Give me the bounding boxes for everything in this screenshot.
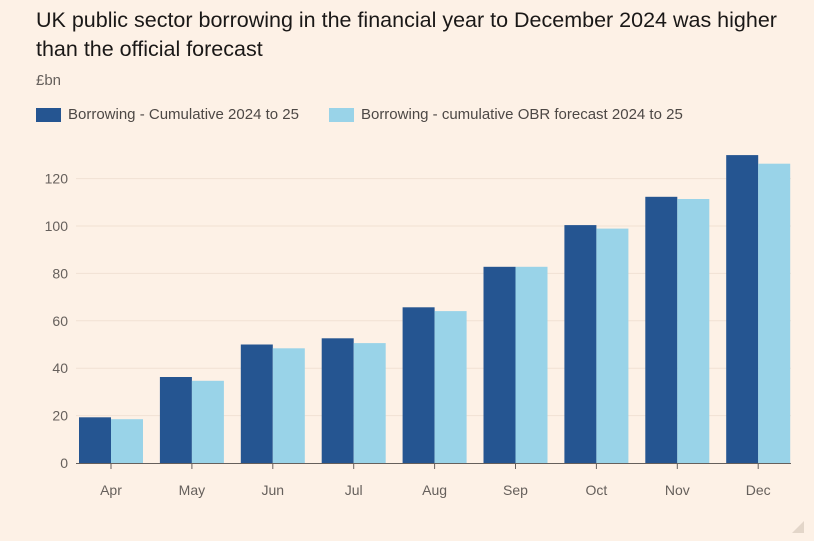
y-axis-unit-label: £bn	[36, 72, 62, 89]
resize-grip-icon	[792, 521, 804, 533]
bar-forecast-jul	[353, 343, 386, 463]
bar-actual-may	[159, 377, 192, 463]
legend-item-actual: Borrowing - Cumulative 2024 to 25	[36, 106, 299, 123]
x-tick-label-nov: Nov	[665, 482, 690, 498]
y-tick-label: 20	[52, 408, 68, 424]
y-tick-label: 40	[52, 360, 68, 376]
bar-actual-oct	[564, 225, 597, 463]
bar-actual-dec	[726, 155, 759, 463]
y-tick-label: 0	[60, 455, 68, 471]
bar-forecast-may	[191, 380, 224, 463]
bar-forecast-dec	[758, 163, 791, 463]
bar-forecast-jun	[272, 348, 305, 463]
bar-forecast-apr	[111, 419, 143, 463]
x-tick-label-aug: Aug	[422, 482, 447, 498]
bar-forecast-nov	[677, 199, 710, 463]
legend-swatch-forecast	[328, 107, 354, 122]
bar-forecast-sep	[515, 266, 548, 463]
bar-actual-jul	[321, 338, 354, 463]
bars	[79, 155, 791, 464]
legend-label-actual: Borrowing - Cumulative 2024 to 25	[68, 106, 299, 123]
y-tick-label: 80	[52, 265, 68, 281]
x-tick-label-sep: Sep	[503, 482, 528, 498]
x-tick-label-dec: Dec	[746, 482, 771, 498]
bar-forecast-oct	[596, 228, 629, 463]
bar-actual-apr	[79, 417, 111, 463]
bar-actual-sep	[483, 266, 516, 463]
bar-actual-nov	[645, 196, 678, 464]
y-tick-label: 120	[45, 171, 69, 187]
x-axis: Apr May Jun Jul Aug Sep Oct Nov Dec	[76, 463, 791, 498]
y-tick-label: 60	[52, 313, 68, 329]
legend-item-forecast: Borrowing - cumulative OBR forecast 2024…	[328, 106, 683, 123]
legend-swatch-actual	[36, 107, 61, 122]
x-tick-label-may: May	[179, 482, 205, 498]
x-tick-label-oct: Oct	[586, 482, 608, 498]
legend-label-forecast: Borrowing - cumulative OBR forecast 2024…	[360, 106, 683, 123]
x-tick-label-jul: Jul	[345, 482, 363, 498]
bar-actual-jun	[240, 344, 273, 463]
legend: Borrowing - Cumulative 2024 to 25 Borrow…	[36, 106, 713, 123]
chart-title: UK public sector borrowing in the financ…	[36, 8, 777, 61]
y-axis-ticks: 0 20 40 60 80 100 120	[45, 171, 69, 471]
bar-forecast-aug	[434, 311, 467, 463]
bar-actual-aug	[402, 307, 435, 463]
x-tick-label-jun: Jun	[262, 482, 285, 498]
y-tick-label: 100	[45, 218, 69, 234]
x-tick-label-apr: Apr	[100, 482, 122, 498]
